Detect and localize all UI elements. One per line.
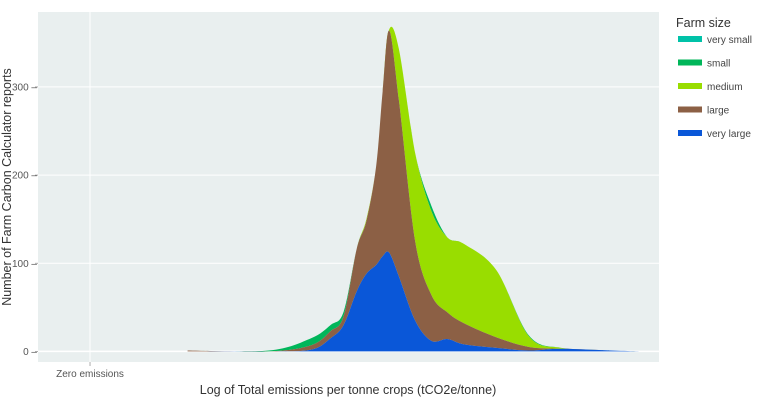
legend-label: very large: [707, 129, 751, 140]
legend-item-medium[interactable]: medium: [678, 82, 743, 93]
y-tick-label: 100 –: [12, 259, 37, 270]
legend-title: Farm size: [676, 16, 731, 30]
legend-item-large[interactable]: large: [678, 106, 730, 117]
legend-label: small: [707, 59, 730, 70]
legend-label: medium: [707, 82, 743, 93]
y-tick-label: 200 –: [12, 171, 37, 182]
legend-swatch: [678, 83, 702, 89]
legend-swatch: [678, 130, 702, 136]
x-axis-title: Log of Total emissions per tonne crops (…: [200, 383, 496, 397]
legend-swatch: [678, 36, 702, 42]
x-axis-ticks: Zero emissions: [56, 362, 124, 380]
legend-swatch: [678, 59, 702, 66]
legend-label: large: [707, 106, 730, 117]
y-axis-title: Number of Farm Carbon Calculator reports: [0, 68, 14, 306]
legend-swatch: [678, 106, 702, 113]
legend-item-small[interactable]: small: [678, 59, 730, 70]
area-very-large[interactable]: [187, 251, 643, 352]
x-tick-label: Zero emissions: [56, 369, 124, 380]
y-axis-ticks: 0 – 100 – 200 – 300 –: [12, 82, 38, 358]
y-tick-label: 0 –: [23, 347, 37, 358]
legend[interactable]: very small small medium large very large: [678, 35, 752, 140]
y-tick-label: 300 –: [12, 82, 37, 93]
area-medium[interactable]: [187, 26, 643, 352]
legend-label: very small: [707, 35, 752, 46]
series-areas: [187, 26, 643, 352]
area-large[interactable]: [187, 30, 643, 352]
legend-item-very-small[interactable]: very small: [678, 35, 752, 46]
legend-item-very-large[interactable]: very large: [678, 129, 751, 140]
